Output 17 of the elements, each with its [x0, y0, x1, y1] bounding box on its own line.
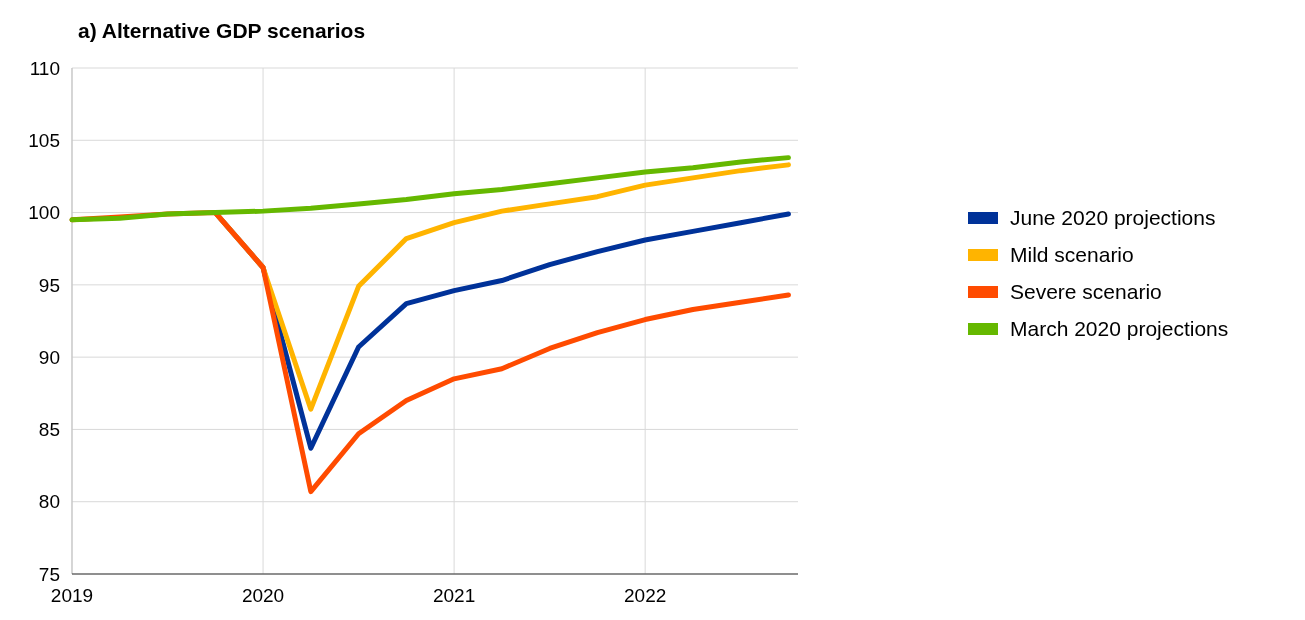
- legend-label: June 2020 projections: [1010, 206, 1216, 230]
- legend-label: Mild scenario: [1010, 243, 1134, 267]
- chart-title: a) Alternative GDP scenarios: [78, 19, 366, 42]
- y-tick-label: 75: [38, 563, 60, 585]
- y-tick-label: 90: [38, 346, 60, 368]
- x-tick-label: 2021: [432, 585, 476, 606]
- x-tick-label: 2022: [624, 585, 667, 606]
- x-tick-label: 2019: [50, 585, 94, 606]
- legend-label: March 2020 projections: [1010, 317, 1229, 341]
- x-tick-label: 2020: [241, 585, 285, 606]
- y-tick-label: 80: [38, 491, 60, 513]
- y-tick-label: 85: [38, 419, 60, 441]
- y-tick-label: 95: [38, 274, 60, 296]
- y-tick-label: 105: [28, 129, 60, 151]
- y-tick-label: 100: [28, 202, 60, 224]
- y-tick-label: 110: [29, 57, 60, 79]
- legend-label: Severe scenario: [1010, 280, 1162, 304]
